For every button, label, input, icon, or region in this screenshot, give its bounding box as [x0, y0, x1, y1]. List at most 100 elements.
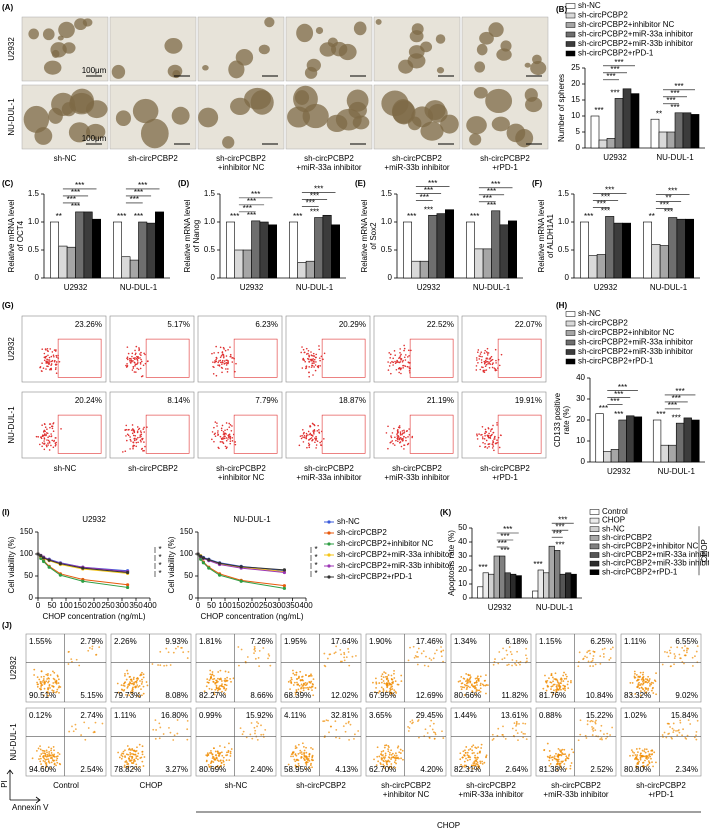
- event-dot: [155, 719, 157, 721]
- marker: [81, 566, 84, 569]
- event-dot: [212, 361, 214, 363]
- event-dot: [403, 365, 405, 367]
- event-dot: [221, 680, 223, 682]
- event-dot: [670, 652, 672, 654]
- event-dot: [88, 727, 90, 729]
- significance: ***: [599, 404, 608, 413]
- y-tick-label: 10: [571, 111, 580, 120]
- event-dot: [634, 754, 636, 756]
- event-dot: [187, 657, 189, 659]
- event-dot: [223, 761, 225, 763]
- event-dot: [655, 672, 657, 674]
- event-dot: [478, 349, 480, 351]
- event-dot: [488, 433, 490, 435]
- event-dot: [293, 759, 295, 761]
- y-tick-label: 0: [189, 593, 194, 602]
- significance: ***: [314, 184, 323, 193]
- event-dot: [213, 747, 215, 749]
- event-dot: [312, 694, 314, 696]
- event-dot: [569, 768, 571, 770]
- event-dot: [646, 758, 648, 760]
- event-dot: [375, 681, 377, 683]
- event-dot: [46, 444, 48, 446]
- bar: [606, 216, 614, 278]
- event-dot: [411, 719, 413, 721]
- bar: [652, 244, 660, 278]
- y-tick-label: 40: [576, 373, 585, 382]
- event-dot: [133, 759, 135, 761]
- legend-swatch: [590, 561, 599, 566]
- event-dot: [640, 683, 642, 685]
- event-dot: [49, 442, 51, 444]
- event-dot: [405, 437, 407, 439]
- event-dot: [403, 436, 405, 438]
- event-dot: [554, 755, 556, 757]
- event-dot: [674, 655, 676, 657]
- event-dot: [403, 430, 405, 432]
- event-dot: [427, 732, 429, 734]
- event-dot: [485, 365, 487, 367]
- event-dot: [354, 733, 356, 735]
- event-dot: [643, 750, 645, 752]
- event-dot: [180, 647, 182, 649]
- event-dot: [389, 688, 391, 690]
- quadrant-percentage: 90.51%: [29, 691, 56, 700]
- event-dot: [413, 646, 415, 648]
- event-dot: [476, 758, 478, 760]
- event-dot: [403, 350, 405, 352]
- event-dot: [216, 422, 218, 424]
- event-dot: [213, 681, 215, 683]
- event-dot: [163, 665, 165, 667]
- event-dot: [48, 753, 50, 755]
- event-dot: [231, 361, 233, 363]
- event-dot: [696, 651, 698, 653]
- event-dot: [579, 734, 581, 736]
- event-dot: [136, 346, 138, 348]
- quadrant-percentage: 6.55%: [675, 637, 698, 646]
- event-dot: [549, 755, 551, 757]
- event-dot: [395, 362, 397, 364]
- event-dot: [155, 738, 157, 740]
- event-dot: [251, 722, 253, 724]
- event-dot: [555, 672, 557, 674]
- event-dot: [692, 657, 694, 659]
- y-tick-label: 1.0: [381, 217, 393, 226]
- event-dot: [215, 754, 217, 756]
- event-dot: [571, 748, 573, 750]
- event-dot: [309, 444, 311, 446]
- panel-label: (G): [2, 301, 14, 310]
- event-dot: [435, 733, 437, 735]
- panel-label: (D): [178, 179, 189, 188]
- event-dot: [487, 354, 489, 356]
- y-tick-label: 0.5: [204, 245, 216, 254]
- event-dot: [312, 755, 314, 757]
- legend-swatch: [566, 32, 575, 37]
- event-dot: [400, 675, 402, 677]
- event-dot: [54, 361, 56, 363]
- event-dot: [315, 447, 317, 449]
- event-dot: [129, 676, 131, 678]
- sphere: [164, 38, 182, 54]
- event-dot: [392, 358, 394, 360]
- y-tick-label: 1.0: [204, 217, 216, 226]
- bar: [596, 414, 604, 462]
- event-dot: [225, 446, 227, 448]
- event-dot: [254, 733, 256, 735]
- event-dot: [556, 688, 558, 690]
- quadrant-percentage: 7.26%: [250, 637, 273, 646]
- quadrant-percentage: 6.18%: [505, 637, 528, 646]
- y-tick-label: 0: [581, 457, 586, 466]
- event-dot: [464, 684, 466, 686]
- event-dot: [137, 437, 139, 439]
- event-dot: [565, 674, 567, 676]
- bar: [412, 261, 420, 278]
- y-tick-label: 0: [576, 143, 581, 152]
- event-dot: [228, 426, 230, 428]
- event-dot: [264, 729, 266, 731]
- event-dot: [311, 366, 313, 368]
- event-dot: [159, 651, 161, 653]
- event-dot: [40, 682, 42, 684]
- event-dot: [404, 444, 406, 446]
- event-dot: [469, 681, 471, 683]
- event-dot: [122, 451, 124, 453]
